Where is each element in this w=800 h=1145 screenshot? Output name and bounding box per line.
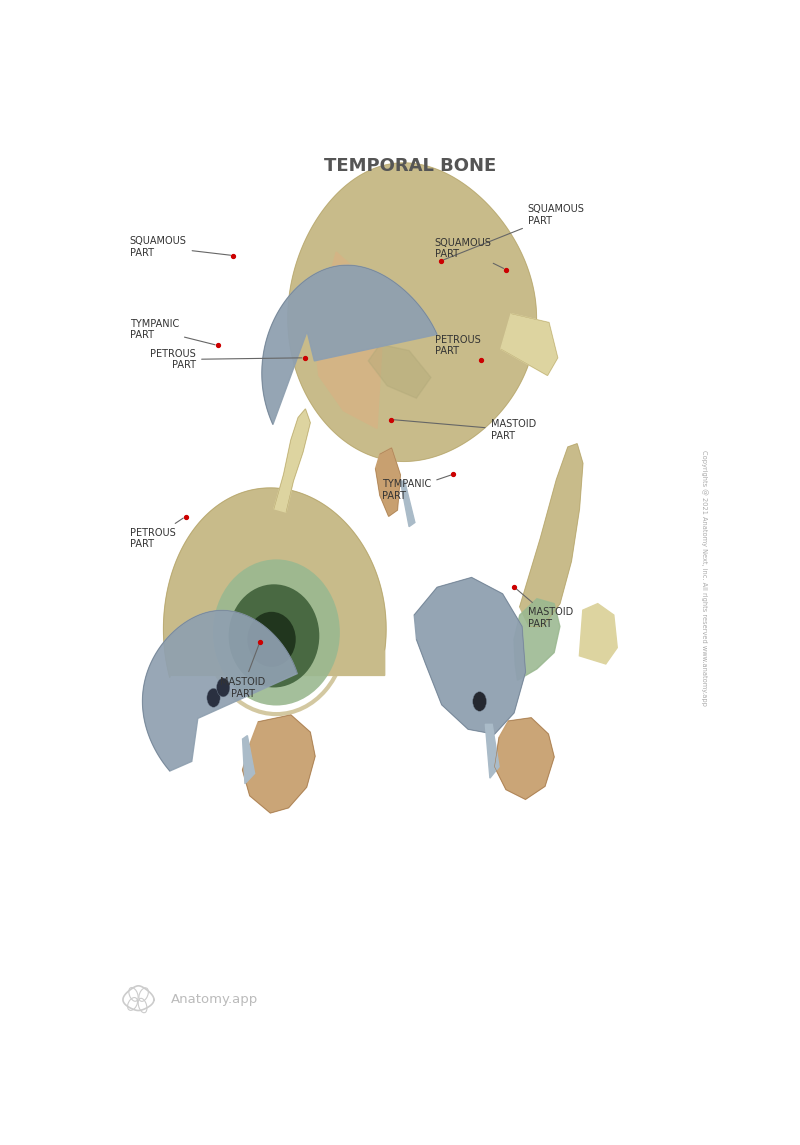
Text: SQUAMOUS
PART: SQUAMOUS PART xyxy=(435,238,504,268)
Polygon shape xyxy=(501,314,558,376)
Text: PETROUS
PART: PETROUS PART xyxy=(130,518,183,550)
Text: MASTOID
PART: MASTOID PART xyxy=(516,589,573,629)
Text: PETROUS
PART: PETROUS PART xyxy=(435,334,482,360)
Polygon shape xyxy=(514,599,560,680)
Polygon shape xyxy=(142,610,297,771)
Text: TYMPANIC
PART: TYMPANIC PART xyxy=(382,475,450,500)
Text: Copyrights @ 2021 Anatomy Next, inc. All rights reserved www.anatomy.app: Copyrights @ 2021 Anatomy Next, inc. All… xyxy=(701,450,708,706)
Ellipse shape xyxy=(213,560,340,705)
Ellipse shape xyxy=(229,584,319,687)
Circle shape xyxy=(473,692,486,711)
Polygon shape xyxy=(400,481,415,527)
Polygon shape xyxy=(262,266,437,425)
Polygon shape xyxy=(368,345,431,398)
Polygon shape xyxy=(579,603,618,664)
Text: SQUAMOUS
PART: SQUAMOUS PART xyxy=(130,236,230,258)
Text: MASTOID
PART: MASTOID PART xyxy=(394,419,536,441)
Text: PETROUS
PART: PETROUS PART xyxy=(150,349,302,370)
Text: Anatomy.app: Anatomy.app xyxy=(171,993,258,1006)
Ellipse shape xyxy=(247,611,296,666)
Polygon shape xyxy=(274,409,310,512)
Polygon shape xyxy=(163,488,386,678)
Polygon shape xyxy=(242,714,315,813)
Circle shape xyxy=(207,688,220,708)
Circle shape xyxy=(217,678,230,697)
Polygon shape xyxy=(414,577,526,734)
Polygon shape xyxy=(375,448,400,516)
Polygon shape xyxy=(242,735,254,783)
Polygon shape xyxy=(494,718,554,799)
Text: MASTOID
PART: MASTOID PART xyxy=(220,645,266,698)
Text: SQUAMOUS
PART: SQUAMOUS PART xyxy=(443,204,585,260)
Polygon shape xyxy=(288,163,537,461)
Polygon shape xyxy=(314,252,383,428)
Text: TYMPANIC
PART: TYMPANIC PART xyxy=(130,318,215,345)
Polygon shape xyxy=(520,444,583,626)
Polygon shape xyxy=(486,725,499,779)
Text: TEMPORAL BONE: TEMPORAL BONE xyxy=(324,157,496,175)
